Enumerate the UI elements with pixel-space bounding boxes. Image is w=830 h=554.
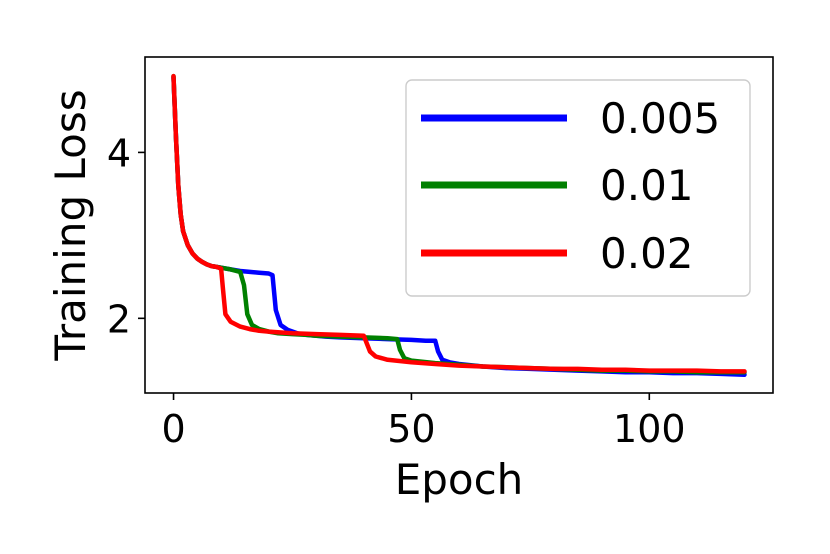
x-tick-label: 0	[161, 407, 185, 451]
plot-frame	[144, 56, 774, 394]
axis-ticks: 0 50 100 2 4	[107, 131, 686, 451]
x-tick-label: 50	[387, 407, 435, 451]
legend-label-0005: 0.005	[600, 94, 720, 143]
x-axis-label: Epoch	[395, 455, 524, 504]
y-tick-label: 4	[107, 131, 131, 175]
legend-label-002: 0.02	[600, 229, 694, 278]
x-tick-label: 100	[613, 407, 686, 451]
legend-box	[405, 79, 751, 297]
y-tick-label: 2	[107, 297, 131, 341]
legend: 0.005 0.01 0.02	[405, 79, 751, 297]
series-line-002	[171, 73, 747, 374]
legend-label-001: 0.01	[600, 161, 694, 210]
series-lines	[171, 73, 747, 377]
y-axis-label: Training Loss	[46, 89, 95, 361]
